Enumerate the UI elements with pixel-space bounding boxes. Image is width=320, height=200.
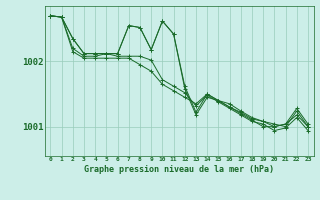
X-axis label: Graphe pression niveau de la mer (hPa): Graphe pression niveau de la mer (hPa) [84, 165, 274, 174]
